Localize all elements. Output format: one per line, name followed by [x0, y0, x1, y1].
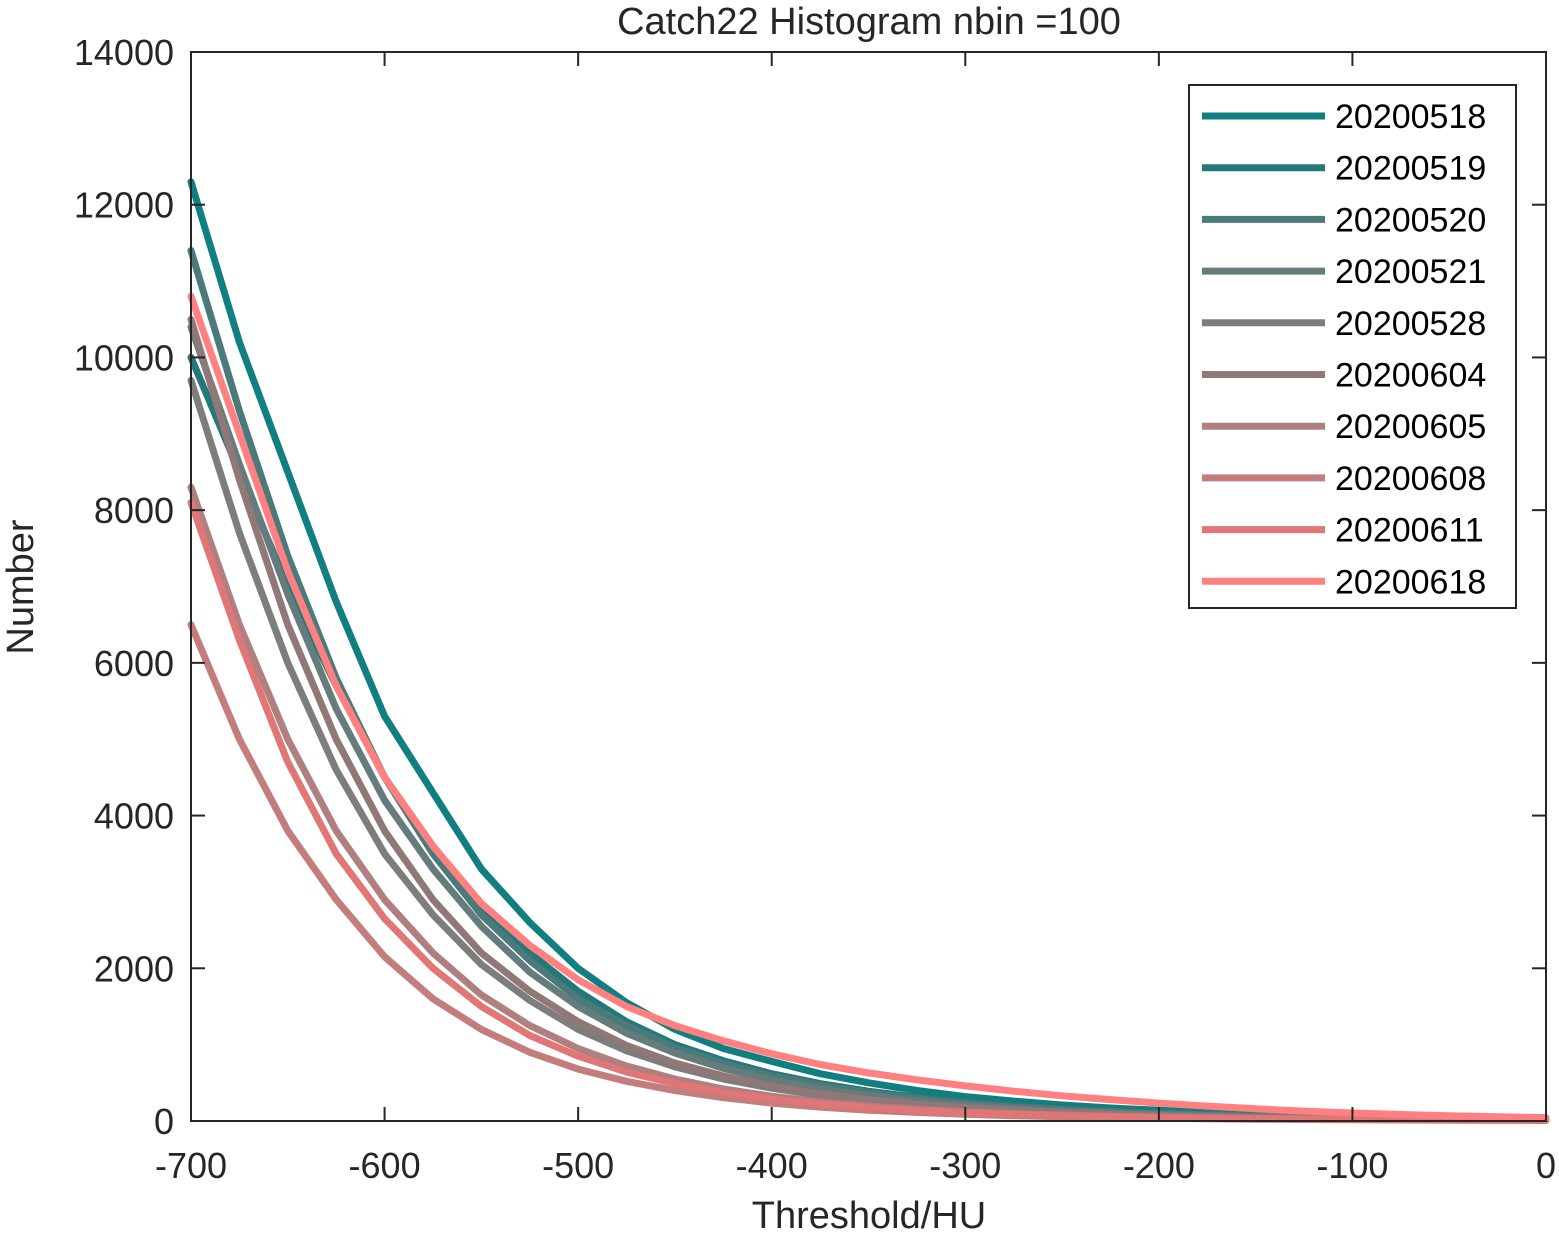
x-tick-label: -200	[1123, 1145, 1195, 1186]
y-tick-label: 4000	[94, 796, 174, 837]
y-tick-label: 6000	[94, 643, 174, 684]
legend-label-20200520: 20200520	[1335, 201, 1486, 239]
legend-label-20200521: 20200521	[1335, 253, 1486, 291]
series-layer	[187, 178, 1550, 1124]
legend-label-20200518: 20200518	[1335, 98, 1486, 136]
y-tick-label: 8000	[94, 490, 174, 531]
axes-frame	[190, 51, 1547, 1122]
y-tick-label: 0	[154, 1101, 174, 1142]
x-tick-label: -500	[542, 1145, 614, 1186]
legend-label-20200605: 20200605	[1335, 408, 1486, 446]
x-tick-label: -600	[349, 1145, 421, 1186]
series-line-20200618	[187, 292, 1550, 1122]
y-tick-label: 14000	[74, 32, 174, 73]
y-tick-label: 2000	[94, 948, 174, 989]
chart-title: Catch22 Histogram nbin =100	[617, 1, 1121, 43]
x-axis: -700 -600 -500 -400 -300 -200 -100 0	[155, 52, 1556, 1186]
x-tick-label: -700	[155, 1145, 227, 1186]
x-tick-label: -100	[1316, 1145, 1388, 1186]
legend-label-20200608: 20200608	[1335, 460, 1486, 498]
legend-box	[1188, 84, 1517, 609]
legend-label-20200618: 20200618	[1335, 563, 1486, 601]
x-tick-label: -400	[736, 1145, 808, 1186]
legend: 20200518 20200519 20200520 20200521 20200528…	[1188, 84, 1517, 609]
legend-label-20200611: 20200611	[1335, 512, 1484, 550]
series-line-20200611	[187, 499, 1550, 1124]
y-tick-label: 10000	[74, 337, 174, 378]
legend-label-20200519: 20200519	[1335, 150, 1486, 188]
y-axis: 0 2000 4000 6000 8000 10000 12000 14000	[74, 32, 1546, 1142]
x-axis-title: Threshold/HU	[752, 1195, 986, 1237]
legend-label-20200604: 20200604	[1335, 357, 1486, 395]
legend-label-20200528: 20200528	[1335, 305, 1486, 343]
x-tick-label: 0	[1536, 1145, 1556, 1186]
y-tick-label: 12000	[74, 185, 174, 226]
x-tick-label: -300	[929, 1145, 1001, 1186]
y-axis-title: Number	[0, 519, 42, 654]
